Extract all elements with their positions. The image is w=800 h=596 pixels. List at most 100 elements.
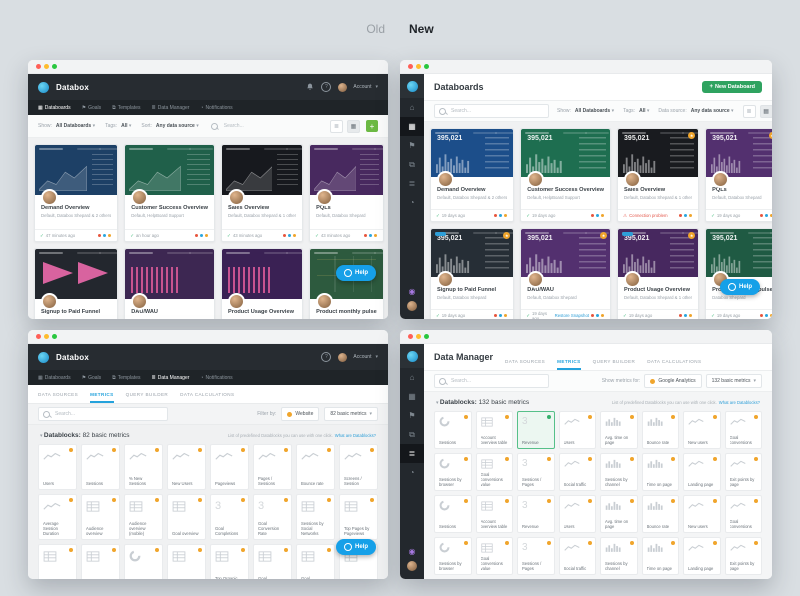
help-icon[interactable]: ? xyxy=(321,82,332,92)
search-input[interactable] xyxy=(449,377,544,385)
tab[interactable]: QUERY BUILDER xyxy=(125,392,169,397)
nav-item[interactable]: ⚑ Goals xyxy=(82,105,102,111)
favorite-star-icon[interactable]: ★ xyxy=(688,132,696,139)
favorite-star-icon[interactable]: ★ xyxy=(688,232,696,239)
close-button[interactable] xyxy=(408,334,413,339)
filter-source-select[interactable]: Website xyxy=(281,407,320,421)
sidebar-nav-icon[interactable]: ◔ xyxy=(409,468,415,477)
nav-item[interactable]: ◔ Notifications xyxy=(200,105,232,111)
tags-select[interactable]: All xyxy=(121,123,131,129)
metric-tile[interactable]: 3 Users xyxy=(558,411,596,449)
show-select[interactable]: All Databoards xyxy=(575,108,614,114)
metric-tile[interactable]: 3 Time on page xyxy=(641,453,679,491)
metric-tile[interactable]: 3 New users xyxy=(683,495,721,533)
toggle-old[interactable]: Old xyxy=(366,22,385,36)
databoard-card[interactable]: PQLs Default, Databox Shepard ✓ 43 minut… xyxy=(309,144,384,242)
databox-logo-icon[interactable] xyxy=(400,344,424,368)
metric-tile[interactable]: 3 Sessions by browser xyxy=(434,453,472,491)
favorite-star-icon[interactable]: ★ xyxy=(768,132,772,139)
databoard-card[interactable]: Customer Success Overview Default, HelpB… xyxy=(124,144,216,242)
metric-tile[interactable]: 3 Goal Conversion Rate xyxy=(253,494,292,540)
sidebar-nav-icon[interactable]: ⌂ xyxy=(409,103,415,112)
sidebar-nav-icon[interactable]: ≣ xyxy=(408,179,416,188)
favorite-star-icon[interactable]: ★ xyxy=(600,232,608,239)
metrics-count-select[interactable]: 132 basic metrics xyxy=(705,374,762,388)
metric-tile[interactable]: 3 Pages / Sessions xyxy=(253,444,292,490)
account-avatar[interactable] xyxy=(407,561,417,571)
metric-tile[interactable]: 3 Goal overview xyxy=(167,494,206,540)
tab[interactable]: DATA CALCULATIONS xyxy=(647,359,702,364)
data-source-select[interactable]: Google Analytics xyxy=(644,374,702,388)
metric-tile[interactable]: 3 Bounce rate xyxy=(641,411,679,449)
tab[interactable]: QUERY BUILDER xyxy=(592,359,636,364)
databox-logo-icon[interactable] xyxy=(400,74,424,98)
show-all-link[interactable]: Show all xyxy=(434,575,762,579)
metric-tile[interactable]: 3 Users xyxy=(558,495,596,533)
metric-tile[interactable]: 3 Pageviews xyxy=(210,444,249,490)
metric-tile[interactable]: 3 Sessions by browser xyxy=(434,537,472,575)
account-avatar[interactable] xyxy=(338,352,348,362)
help-button[interactable]: Help xyxy=(335,265,376,281)
help-button[interactable]: Help xyxy=(335,539,376,555)
account-avatar[interactable] xyxy=(338,82,348,92)
sidebar-nav-icon[interactable]: ⚑ xyxy=(408,411,416,420)
databoard-card[interactable]: Product Usage Overview xyxy=(221,248,304,319)
what-are-datablocks-link[interactable]: What are Datablocks? xyxy=(718,400,760,405)
favorite-star-icon[interactable]: ★ xyxy=(503,232,511,239)
search-input[interactable] xyxy=(53,410,163,418)
metric-tile[interactable]: 3 Users xyxy=(38,444,77,490)
metric-tile[interactable]: 3 Bounce rate xyxy=(296,444,335,490)
nav-item[interactable]: ▦ Databoards xyxy=(38,105,71,111)
metric-tile[interactable]: 3 Sessions by Social Networks xyxy=(296,494,335,540)
sidebar-nav-icon[interactable]: ⌂ xyxy=(409,373,415,382)
minimize-button[interactable] xyxy=(416,334,421,339)
metric-tile[interactable]: 3 Avg. time on page xyxy=(600,495,638,533)
metric-tile[interactable]: 3 Sessions by xyxy=(81,544,120,579)
databoard-card[interactable]: Sales Overview Default, Databox Shepard … xyxy=(221,144,304,242)
metric-tile[interactable]: 3 xyxy=(124,544,163,579)
sidebar-nav-icon[interactable]: ▦ xyxy=(408,392,416,401)
metric-tile[interactable]: 3 Sessions by channel xyxy=(600,453,638,491)
metric-tile[interactable]: 3 Sessions / Pages xyxy=(517,453,555,491)
account-menu[interactable]: Account xyxy=(353,354,372,360)
show-select[interactable]: All Databoards xyxy=(56,123,95,129)
minimize-button[interactable] xyxy=(44,334,49,339)
metric-tile[interactable]: 3 Goal conversions value xyxy=(475,453,513,491)
metric-tile[interactable]: 3 Goal Completions xyxy=(296,544,335,579)
metric-tile[interactable]: 3 Account overview table xyxy=(475,411,513,449)
metric-tile[interactable]: 3 Average Session Duration xyxy=(38,494,77,540)
databoard-card[interactable]: 395,021 ★ Sales Overview Default, Databo… xyxy=(617,128,700,222)
metric-tile[interactable]: 3 Goal Completions xyxy=(210,494,249,540)
nav-item[interactable]: ⧉ Templates xyxy=(112,105,140,111)
nav-item[interactable]: ⚑ Goals xyxy=(82,375,102,381)
metric-tile[interactable]: 3 Goal conversions xyxy=(724,411,762,449)
minimize-button[interactable] xyxy=(416,64,421,69)
metric-tile[interactable]: 3 Top xyxy=(38,544,77,579)
metrics-count-select[interactable]: 82 basic metrics xyxy=(324,407,378,421)
metric-tile[interactable]: 3 Account overview table xyxy=(475,495,513,533)
zoom-button[interactable] xyxy=(52,64,57,69)
metric-tile[interactable]: 3 Goal Completions xyxy=(253,544,292,579)
sort-select[interactable]: Any data source xyxy=(156,123,199,129)
metric-tile[interactable]: 3 Landing page xyxy=(683,537,721,575)
search-field[interactable] xyxy=(434,104,549,118)
search-field[interactable] xyxy=(434,374,549,388)
new-databoard-button[interactable]: + xyxy=(366,120,378,132)
grid-view-toggle[interactable]: ▦ xyxy=(759,104,772,118)
zoom-button[interactable] xyxy=(424,64,429,69)
metric-tile[interactable]: 3 Sessions xyxy=(434,495,472,533)
metric-tile[interactable]: 3 Exit points by page xyxy=(724,453,762,491)
search-field[interactable] xyxy=(38,407,168,421)
nav-item[interactable]: ≣ Data Manager xyxy=(152,375,190,381)
metric-tile[interactable]: 3 Landing page xyxy=(683,453,721,491)
tab[interactable]: DATA SOURCES xyxy=(38,392,79,397)
databoard-card[interactable]: DAU/WAU xyxy=(124,248,216,319)
databoard-card[interactable]: Product monthly pulse xyxy=(309,248,384,319)
databoard-card[interactable]: 395,021 ★ Product Usage Overview Default… xyxy=(617,228,700,319)
metric-tile[interactable]: 3 Sessions by channel xyxy=(600,537,638,575)
tab[interactable]: METRICS xyxy=(557,349,581,370)
status-extra-link[interactable]: Restore Snapshot xyxy=(554,313,590,318)
sidebar-nav-icon[interactable]: ◔ xyxy=(409,198,415,207)
notifications-bell-icon[interactable] xyxy=(306,83,314,91)
list-view-toggle[interactable]: ≣ xyxy=(742,104,756,118)
